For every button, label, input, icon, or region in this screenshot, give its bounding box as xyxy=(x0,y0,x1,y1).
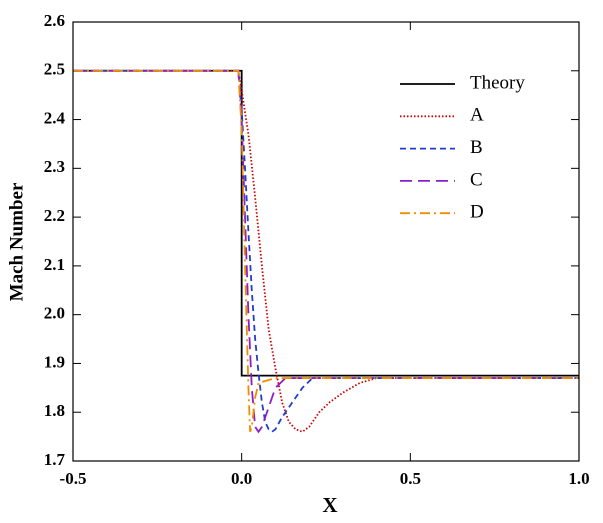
x-axis-label: X xyxy=(322,493,337,517)
y-tick-label: 2.2 xyxy=(44,206,65,225)
series-line xyxy=(73,69,579,434)
series-line xyxy=(73,69,579,377)
legend-label: D xyxy=(470,202,484,223)
series-line xyxy=(73,69,579,433)
y-tick-label: 2.5 xyxy=(44,60,65,79)
series-line xyxy=(73,69,579,433)
y-tick-label: 2.3 xyxy=(44,157,65,176)
legend-label: A xyxy=(470,105,484,126)
x-tick-label: 0.0 xyxy=(231,469,252,488)
y-tick-label: 2.0 xyxy=(44,304,65,323)
y-axis-label: Mach Number xyxy=(6,182,27,301)
y-tick-label: 1.7 xyxy=(44,450,66,469)
y-tick-label: 1.8 xyxy=(44,401,65,420)
x-tick-label: -0.5 xyxy=(60,469,87,488)
y-tick-label: 1.9 xyxy=(44,352,65,371)
legend-label: Theory xyxy=(470,72,525,93)
y-tick-label: 2.6 xyxy=(44,11,65,30)
x-tick-label: 0.5 xyxy=(400,469,421,488)
y-tick-label: 2.1 xyxy=(44,255,65,274)
x-tick-label: 1.0 xyxy=(568,469,589,488)
legend-label: B xyxy=(470,137,483,158)
y-tick-label: 2.4 xyxy=(44,108,66,127)
plot-frame xyxy=(72,21,580,462)
legend-label: C xyxy=(470,169,483,190)
